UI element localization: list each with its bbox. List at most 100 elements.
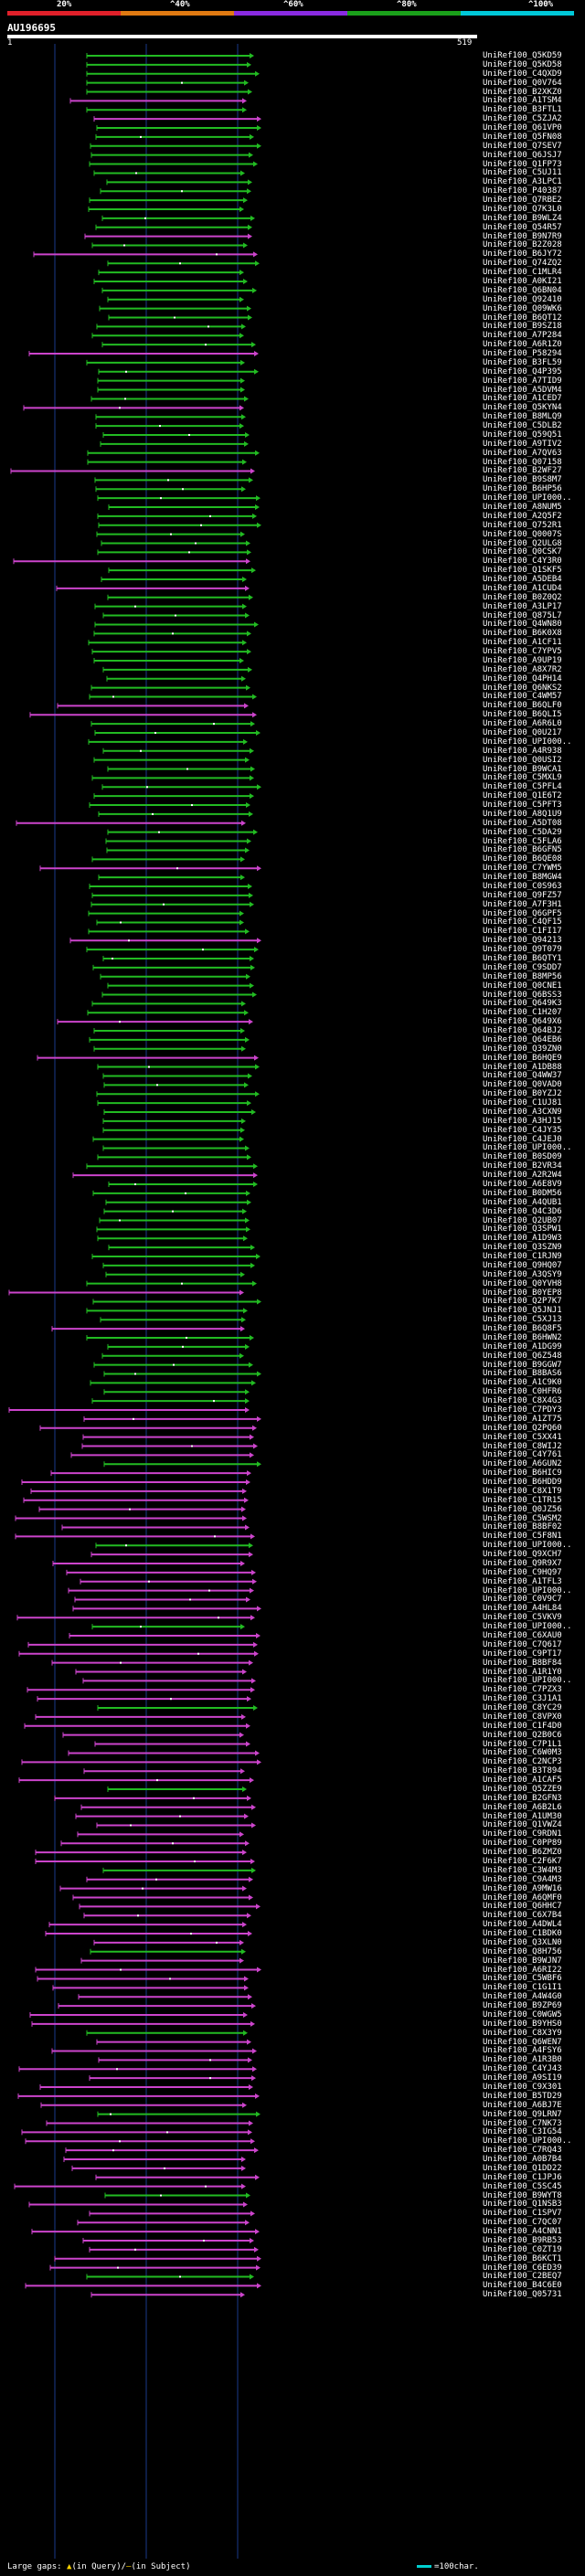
hit-label[interactable]: UniRef100_Q0USI2 [483, 755, 562, 765]
hit-label[interactable]: UniRef100_B0SD09 [483, 1152, 562, 1162]
hit-label[interactable]: UniRef100_Q649K3 [483, 999, 562, 1009]
hit-label[interactable]: UniRef100_B9N7R9 [483, 231, 562, 241]
hit-label[interactable]: UniRef100_Q1NSB3 [483, 2200, 562, 2210]
hit-bar[interactable] [90, 152, 253, 158]
hit-bar[interactable] [97, 495, 261, 502]
hit-bar[interactable] [107, 766, 255, 772]
hit-bar[interactable] [56, 585, 250, 591]
hit-bar[interactable] [96, 1091, 260, 1097]
hit-label[interactable]: UniRef100_Q0YVH8 [483, 1278, 562, 1288]
hit-label[interactable]: UniRef100_A8Q1U9 [483, 809, 562, 819]
hit-bar[interactable] [8, 1407, 250, 1413]
hit-bar[interactable] [90, 396, 249, 402]
hit-bar[interactable] [28, 2201, 248, 2208]
hit-label[interactable]: UniRef100_Q1VWZ4 [483, 1820, 562, 1830]
hit-label[interactable]: UniRef100_A1CUD4 [483, 583, 562, 593]
hit-label[interactable]: UniRef100_C1MLR4 [483, 268, 562, 278]
hit-bar[interactable] [66, 1569, 256, 1575]
hit-label[interactable]: UniRef100_B0DM56 [483, 1188, 562, 1198]
hit-bar[interactable] [79, 1903, 261, 1910]
hit-label[interactable]: UniRef100_C0HFR6 [483, 1387, 562, 1397]
hit-label[interactable]: UniRef100_C0WGW5 [483, 2009, 562, 2019]
hit-label[interactable]: UniRef100_Q6NKS2 [483, 683, 562, 693]
hit-bar[interactable] [96, 125, 261, 132]
hit-bar[interactable] [92, 1190, 250, 1196]
hit-bar[interactable] [102, 1073, 252, 1079]
hit-bar[interactable] [87, 1010, 249, 1016]
hit-label[interactable]: UniRef100_C5UJ11 [483, 168, 562, 178]
hit-label[interactable]: UniRef100_C4Y3R0 [483, 557, 562, 567]
hit-label[interactable]: UniRef100_C0ZT19 [483, 2244, 562, 2254]
hit-bar[interactable] [102, 956, 254, 961]
hit-label[interactable]: UniRef100_A6GUN2 [483, 1459, 562, 1469]
hit-bar[interactable] [18, 2066, 257, 2072]
hit-bar[interactable] [50, 1470, 251, 1477]
hit-label[interactable]: UniRef100_C4Y761 [483, 1450, 562, 1460]
hit-bar[interactable] [37, 1976, 249, 1982]
hit-label[interactable]: UniRef100_C1H207 [483, 1008, 562, 1018]
hit-label[interactable]: UniRef100_A4DWL4 [483, 1920, 562, 1930]
hit-bar[interactable] [81, 1443, 258, 1449]
hit-label[interactable]: UniRef100_A7F3H1 [483, 899, 562, 909]
hit-bar[interactable] [86, 89, 252, 95]
hit-bar[interactable] [97, 1154, 251, 1161]
hit-label[interactable]: UniRef100_C3J1A1 [483, 1694, 562, 1704]
hit-bar[interactable] [33, 251, 258, 258]
hit-bar[interactable] [97, 377, 245, 384]
hit-label[interactable]: UniRef100_C1G1I1 [483, 1983, 562, 1993]
hit-bar[interactable] [8, 1289, 244, 1296]
hit-label[interactable]: UniRef100_A9UP19 [483, 655, 562, 665]
hit-label[interactable]: UniRef100_A1DG99 [483, 1341, 562, 1352]
hit-bar[interactable] [38, 1506, 246, 1512]
hit-label[interactable]: UniRef100_Q649X6 [483, 1017, 562, 1027]
hit-bar[interactable] [93, 657, 244, 663]
hit-label[interactable]: UniRef100_C5PFL4 [483, 782, 562, 792]
hit-bar[interactable] [13, 558, 250, 565]
hit-bar[interactable] [89, 161, 258, 167]
hit-label[interactable]: UniRef100_Q2P7K7 [483, 1297, 562, 1307]
hit-label[interactable]: UniRef100_C8WIJ2 [483, 1441, 562, 1451]
hit-bar[interactable] [108, 567, 256, 574]
hit-label[interactable]: UniRef100_Q6HHC7 [483, 1902, 562, 1912]
hit-label[interactable]: UniRef100_Q2UB07 [483, 1215, 562, 1225]
hit-label[interactable]: UniRef100_A3QSY9 [483, 1269, 562, 1279]
hit-bar[interactable] [103, 1108, 256, 1115]
hit-label[interactable]: UniRef100_Q9LRN7 [483, 2109, 562, 2119]
hit-bar[interactable] [51, 1659, 253, 1666]
hit-bar[interactable] [86, 61, 251, 68]
hit-bar[interactable] [39, 865, 261, 872]
hit-label[interactable]: UniRef100_C9SDD7 [483, 962, 562, 972]
hit-label[interactable]: UniRef100_B6HWN2 [483, 1332, 562, 1342]
hit-bar[interactable] [75, 1669, 247, 1675]
hit-label[interactable]: UniRef100_Q54R57 [483, 222, 562, 232]
hit-bar[interactable] [35, 1713, 246, 1720]
hit-bar[interactable] [78, 1994, 252, 2000]
hit-bar[interactable] [92, 964, 255, 970]
hit-label[interactable]: UniRef100_Q2PQ60 [483, 1423, 562, 1433]
hit-bar[interactable] [29, 712, 257, 718]
hit-label[interactable]: UniRef100_P40387 [483, 186, 562, 196]
hit-bar[interactable] [86, 70, 260, 77]
hit-label[interactable]: UniRef100_B2GFN3 [483, 1793, 562, 1803]
hit-bar[interactable] [95, 423, 244, 429]
hit-bar[interactable] [84, 233, 252, 239]
hit-bar[interactable] [102, 612, 250, 619]
hit-label[interactable]: UniRef100_Q2B0C6 [483, 1730, 562, 1740]
hit-label[interactable]: UniRef100_B8MP56 [483, 971, 562, 981]
hit-bar[interactable] [86, 359, 245, 366]
hit-bar[interactable] [86, 947, 259, 953]
hit-label[interactable]: UniRef100_UPI000.. [483, 1143, 572, 1153]
hit-label[interactable]: UniRef100_Q9XCH7 [483, 1550, 562, 1560]
hit-bar[interactable] [86, 1280, 257, 1287]
hit-bar[interactable] [97, 2111, 261, 2117]
hit-bar[interactable] [91, 1398, 250, 1405]
hit-label[interactable]: UniRef100_C7QC07 [483, 2218, 562, 2228]
hit-bar[interactable] [54, 1795, 251, 1801]
hit-bar[interactable] [91, 242, 248, 249]
hit-label[interactable]: UniRef100_B3FTL1 [483, 105, 562, 115]
hit-bar[interactable] [98, 875, 245, 881]
hit-bar[interactable] [97, 513, 257, 519]
hit-bar[interactable] [96, 2039, 251, 2045]
hit-label[interactable]: UniRef100_A9SI19 [483, 2073, 562, 2083]
hit-label[interactable]: UniRef100_Q4WN80 [483, 620, 562, 630]
